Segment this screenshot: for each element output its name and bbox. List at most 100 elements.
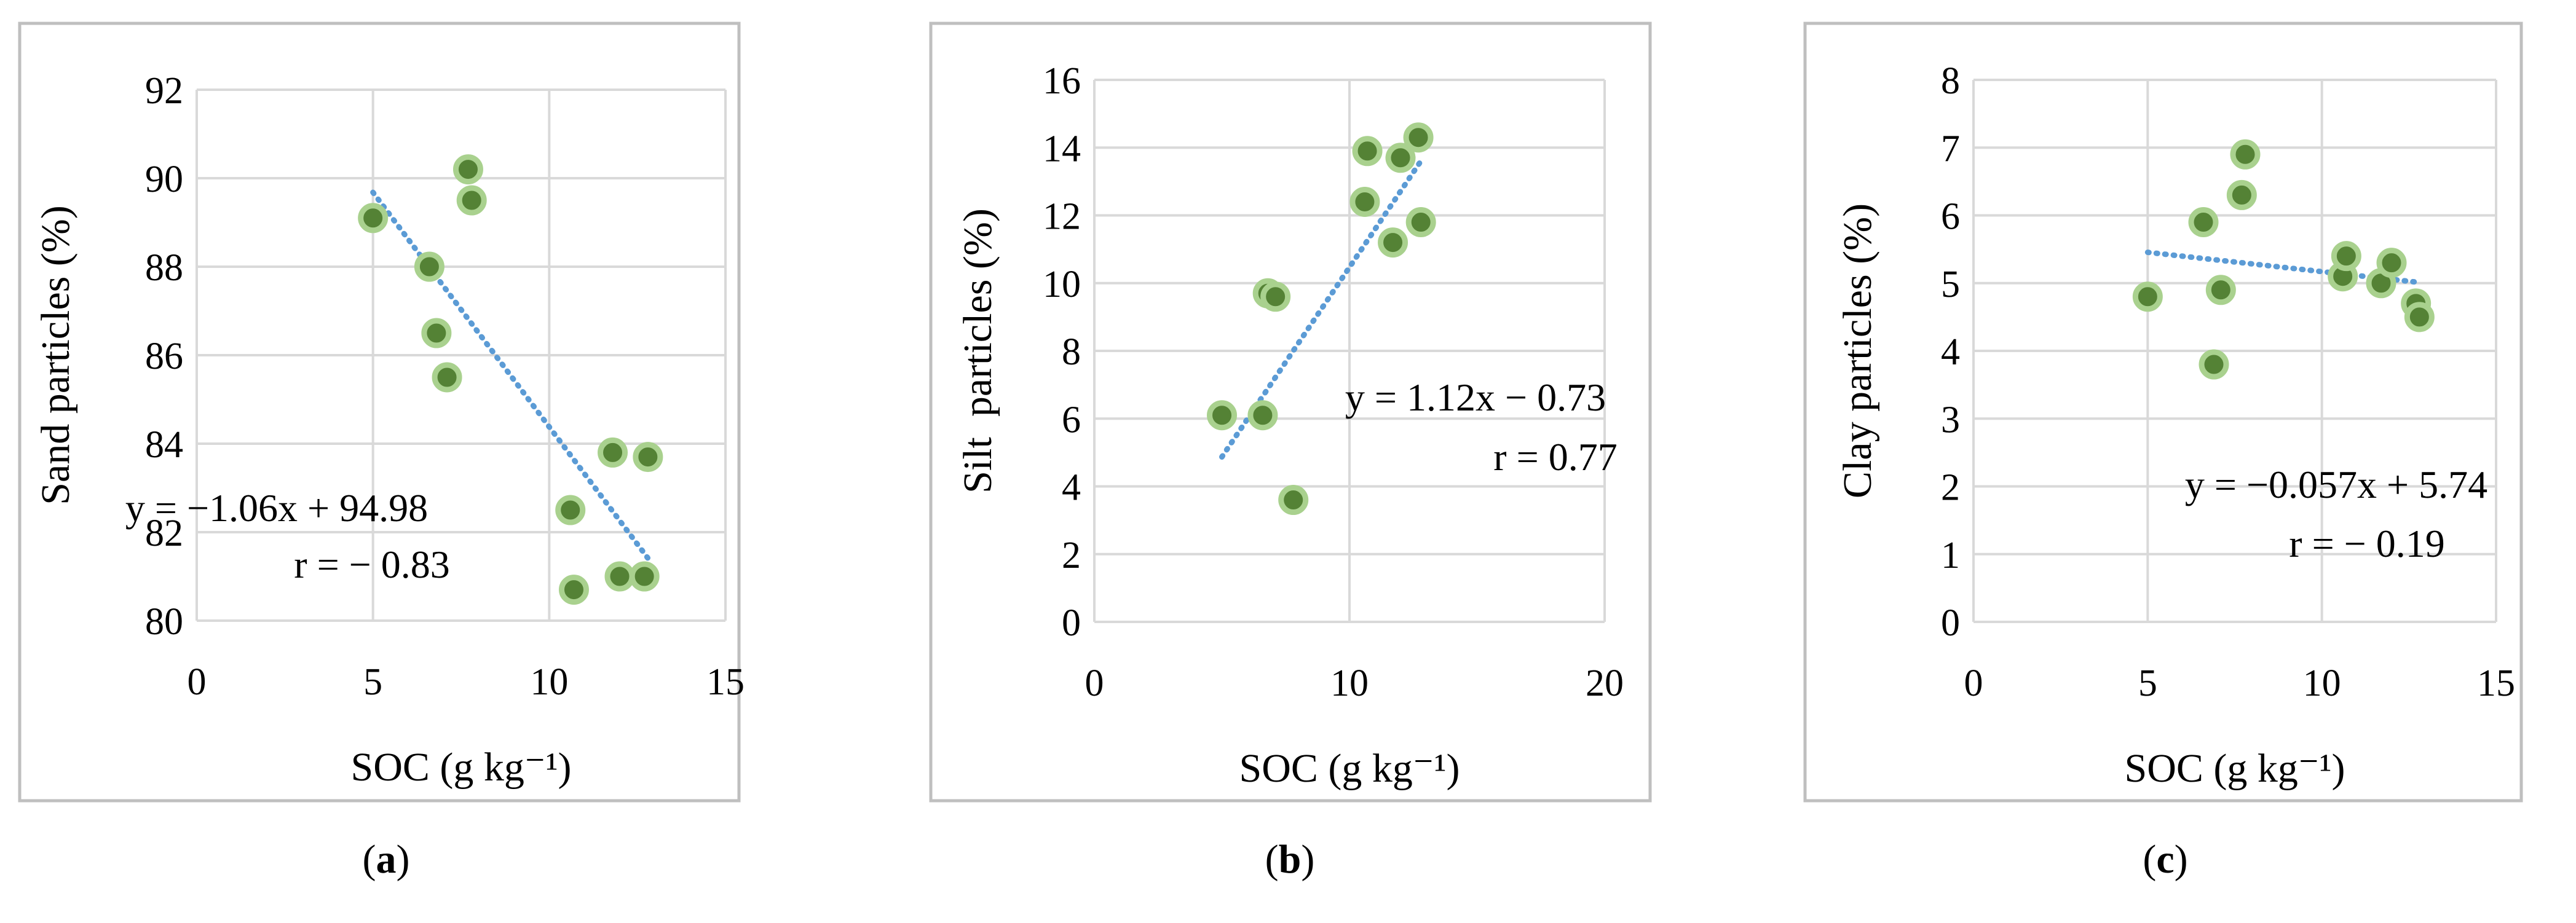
y-tick-label: 90 — [145, 159, 183, 200]
y-tick-label: 80 — [145, 601, 183, 643]
y-tick-label: 12 — [1043, 196, 1081, 238]
data-point — [2376, 248, 2407, 278]
y-tick-label: 4 — [1062, 467, 1081, 509]
data-point — [358, 203, 389, 234]
y-tick-label: 7 — [1941, 128, 1960, 170]
y-tick-label: 86 — [145, 336, 183, 377]
correlation-coefficient: r = − 0.83 — [294, 543, 450, 586]
panel-label-paren: ) — [2175, 837, 2188, 882]
data-point — [2205, 275, 2236, 305]
y-tick-label: 6 — [1941, 196, 1960, 238]
chart-frame — [1803, 22, 2523, 803]
data-point — [1247, 400, 1278, 431]
chart-panel-c: 0 1 2 3 4 5 6 7 8 0 5 10 15 SOC (g kg⁻¹) Clay particle… — [1803, 22, 2523, 882]
data-point — [633, 442, 663, 473]
panel-label-letter: c — [2156, 837, 2174, 882]
x-axis-title: SOC (g kg⁻¹) — [351, 745, 572, 790]
data-point — [414, 251, 444, 282]
data-point — [2331, 241, 2361, 272]
data-point — [629, 561, 660, 592]
x-tick-label: 15 — [706, 661, 745, 703]
y-tick-label: 5 — [1941, 264, 1960, 305]
correlation-coefficient: r = 0.77 — [1493, 435, 1617, 479]
data-point — [2230, 139, 2261, 170]
x-tick-label: 20 — [1586, 662, 1624, 704]
data-point — [2188, 207, 2219, 238]
y-tick-label: 2 — [1941, 467, 1960, 509]
data-point — [598, 437, 628, 468]
y-tick-label: 84 — [145, 424, 183, 466]
panel-label-paren: ) — [1301, 837, 1314, 882]
panel-label: (a) — [363, 837, 410, 882]
panel-label-paren: ( — [2143, 837, 2156, 882]
x-tick-label: 5 — [363, 661, 382, 703]
y-tick-label: 8 — [1941, 60, 1960, 102]
correlation-coefficient: r = − 0.19 — [2289, 522, 2445, 565]
data-point — [1403, 122, 1434, 153]
trendline — [2144, 249, 2422, 286]
data-point — [452, 154, 483, 185]
data-point — [2199, 349, 2229, 380]
x-tick-label: 10 — [2303, 662, 2341, 704]
regression-equation: y = −0.057x + 5.74 — [2185, 463, 2487, 506]
data-point — [604, 561, 635, 592]
regression-equation: y = 1.12x − 0.73 — [1345, 375, 1606, 419]
x-axis-title: SOC (g kg⁻¹) — [1239, 746, 1460, 791]
data-point — [432, 362, 462, 393]
x-tick-label: 0 — [1085, 662, 1104, 704]
y-tick-label: 88 — [145, 247, 183, 289]
y-tick-label: 4 — [1941, 331, 1960, 373]
panel-label-paren: ( — [1265, 837, 1279, 882]
y-axis-title: Sand particles (%) — [33, 205, 78, 505]
data-point — [1278, 485, 1309, 516]
y-tick-label: 8 — [1062, 331, 1081, 373]
y-tick-label: 0 — [1941, 602, 1960, 644]
y-axis-title: Silt particles (%) — [955, 208, 1000, 493]
y-tick-label: 16 — [1043, 60, 1081, 102]
x-axis-title: SOC (g kg⁻¹) — [2125, 746, 2345, 791]
x-tick-label: 0 — [188, 661, 207, 703]
data-point — [1349, 186, 1380, 217]
y-tick-label: 92 — [145, 70, 183, 112]
data-point — [1378, 227, 1409, 258]
data-point — [2226, 179, 2257, 210]
data-point — [2404, 302, 2435, 332]
panel-label: (c) — [2143, 837, 2187, 882]
data-point — [1260, 281, 1291, 312]
panel-label-paren: ) — [397, 837, 410, 882]
data-point — [1385, 143, 1416, 173]
chart-panel-b: 0 2 4 6 8 10 12 14 16 0 10 20 SOC (g kg⁻¹) Silt parti… — [929, 22, 1652, 882]
y-tick-label: 10 — [1043, 264, 1081, 305]
data-point — [1405, 207, 1436, 238]
y-tick-label: 2 — [1062, 535, 1081, 576]
y-tick-label: 14 — [1043, 128, 1081, 170]
y-axis-title: Clay particles (%) — [1835, 203, 1880, 498]
x-tick-label: 10 — [530, 661, 568, 703]
x-tick-label: 0 — [1964, 662, 1983, 704]
data-point — [1352, 136, 1383, 167]
chart-panel-a: 80 82 84 86 88 90 92 0 5 10 15 SOC (g kg⁻¹) Sand par… — [18, 22, 745, 882]
panel-label-letter: b — [1279, 837, 1302, 882]
data-point — [555, 495, 586, 525]
y-tick-label: 1 — [1941, 535, 1960, 576]
y-tick-label: 0 — [1062, 602, 1081, 644]
data-point — [421, 318, 452, 348]
x-tick-label: 10 — [1330, 662, 1369, 704]
chart-frame — [929, 22, 1652, 803]
chart-frame — [18, 22, 741, 803]
y-tick-label: 3 — [1941, 399, 1960, 441]
data-point — [1207, 400, 1237, 431]
trendline — [370, 189, 651, 561]
x-tick-label: 5 — [2138, 662, 2157, 704]
x-tick-label: 15 — [2477, 662, 2515, 704]
y-tick-label: 6 — [1062, 399, 1081, 441]
panel-label-paren: ( — [363, 837, 376, 882]
regression-equation: y = −1.06x + 94.98 — [125, 486, 428, 530]
panel-label-letter: a — [376, 837, 397, 882]
data-point — [558, 575, 589, 605]
y-tick-label: 82 — [145, 513, 183, 554]
data-point — [2132, 281, 2163, 312]
panel-label: (b) — [1265, 837, 1315, 882]
